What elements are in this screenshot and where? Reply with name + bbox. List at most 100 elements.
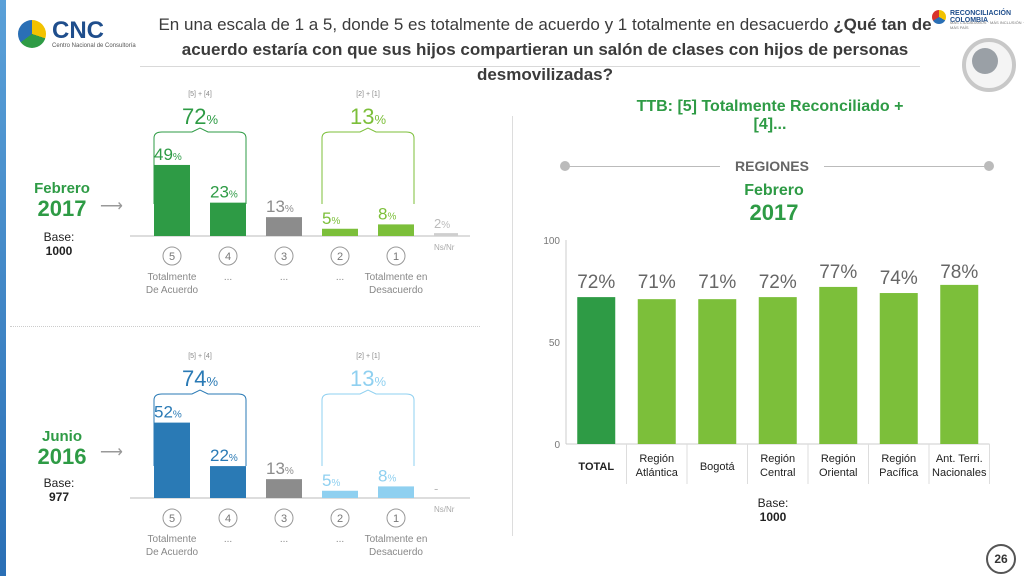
percent-sign: % bbox=[173, 410, 182, 421]
category-label: ... bbox=[280, 534, 288, 545]
bar bbox=[940, 284, 979, 444]
percent-sign: % bbox=[285, 204, 294, 215]
scale-number: 1 bbox=[393, 251, 399, 263]
reconciliation-seal-icon bbox=[962, 38, 1016, 92]
group-label: [2] + [1] bbox=[356, 91, 380, 98]
value-label: 5% bbox=[322, 471, 340, 490]
category-label: ... bbox=[280, 272, 288, 283]
value-label: 2% bbox=[434, 216, 450, 231]
group-value: 13% bbox=[350, 366, 386, 391]
category-label: Totalmente en bbox=[365, 534, 428, 545]
percent-sign: % bbox=[331, 216, 340, 227]
value-label: 74% bbox=[880, 268, 918, 289]
scale-number: Ns/Nr bbox=[434, 505, 455, 514]
period-feb-2017-regions: Febrero 2017 bbox=[722, 182, 826, 226]
value-label: 52% bbox=[154, 403, 182, 422]
group-bracket bbox=[321, 389, 415, 466]
regions-dot-right bbox=[984, 161, 994, 171]
percent-sign: % bbox=[374, 112, 386, 127]
scale-pin-icon bbox=[218, 508, 238, 528]
category-label: Región bbox=[639, 453, 674, 465]
value-label: 78% bbox=[940, 262, 978, 283]
category-label: Desacuerdo bbox=[369, 547, 423, 556]
percent-sign: % bbox=[441, 220, 450, 231]
vertical-divider bbox=[512, 116, 513, 536]
base-jun-2016: Base: 977 bbox=[24, 476, 94, 504]
category-label: De Acuerdo bbox=[146, 547, 199, 556]
base-feb-2017: Base: 1000 bbox=[24, 230, 94, 258]
percent-sign: % bbox=[229, 453, 238, 464]
bar bbox=[322, 228, 358, 236]
category-label: Bogotá bbox=[700, 461, 736, 473]
bar bbox=[154, 164, 190, 236]
accent-bar bbox=[0, 0, 6, 576]
page-title: En una escala de 1 a 5, donde 5 es total… bbox=[150, 12, 940, 87]
group-value: 72% bbox=[182, 104, 218, 129]
regions-dot-left bbox=[560, 161, 570, 171]
category-label: Región bbox=[760, 453, 795, 465]
scale-number: 1 bbox=[393, 513, 399, 525]
bar bbox=[210, 466, 246, 498]
bar bbox=[210, 202, 246, 236]
period-month: Febrero bbox=[34, 180, 90, 197]
value-label: 13% bbox=[266, 197, 294, 216]
reconciliacion-logo-icon bbox=[932, 10, 946, 24]
y-tick-label: 0 bbox=[554, 440, 560, 451]
category-label: ... bbox=[336, 272, 344, 283]
bar bbox=[758, 297, 797, 444]
cnc-logo-subtitle: Centro Nacional de Consultoría bbox=[52, 43, 136, 49]
scale-pin-icon bbox=[162, 246, 182, 266]
scale-number: 4 bbox=[225, 251, 231, 263]
group-value: 74% bbox=[182, 366, 218, 391]
ttb-title-text: TTB: [5] Totalmente Reconciliado + [4]..… bbox=[636, 98, 904, 133]
value-label: 8% bbox=[378, 466, 396, 485]
scale-number: 2 bbox=[337, 513, 343, 525]
percent-sign: % bbox=[387, 473, 396, 484]
scale-pin-icon bbox=[330, 508, 350, 528]
bar bbox=[577, 297, 616, 444]
group-label: [5] + [4] bbox=[188, 91, 212, 98]
reconciliacion-logo: RECONCILIACIÓN COLOMBIA bbox=[950, 10, 1012, 24]
value-label: 72% bbox=[577, 272, 615, 293]
base-label: Base: bbox=[43, 230, 75, 244]
cnc-logo-icon bbox=[18, 20, 46, 48]
scale-pin-icon bbox=[386, 246, 406, 266]
base-value: 1000 bbox=[759, 510, 787, 524]
value-label: 22% bbox=[210, 446, 238, 465]
group-label: [5] + [4] bbox=[188, 353, 212, 360]
scale-pin-icon bbox=[386, 508, 406, 528]
base-label: Base: bbox=[757, 496, 789, 510]
base-regions: Base: 1000 bbox=[728, 496, 818, 524]
category-label: ... bbox=[224, 272, 232, 283]
scale-pin-icon bbox=[274, 508, 294, 528]
scale-number: 2 bbox=[337, 251, 343, 263]
category-label: ... bbox=[336, 534, 344, 545]
group-bracket bbox=[153, 389, 247, 466]
bar bbox=[154, 422, 190, 498]
y-tick-label: 50 bbox=[549, 338, 561, 349]
base-label: Base: bbox=[43, 476, 75, 490]
value-label: 72% bbox=[759, 272, 797, 293]
scale-number: 3 bbox=[281, 251, 287, 263]
value-label: 8% bbox=[378, 204, 396, 223]
arrow-icon: ⟶ bbox=[100, 198, 123, 215]
bar bbox=[698, 299, 737, 444]
bar bbox=[879, 293, 918, 444]
group-label: [2] + [1] bbox=[356, 353, 380, 360]
value-label: 23% bbox=[210, 183, 238, 202]
distribution-chart-feb-2017: 49% 5 Totalmente De Acuerdo 23% 4... 13% 3... 5%… bbox=[130, 91, 470, 296]
section-divider bbox=[10, 326, 480, 327]
value-label: 71% bbox=[638, 272, 676, 293]
scale-number: Ns/Nr bbox=[434, 243, 455, 252]
bar bbox=[378, 486, 414, 498]
value-label: 13% bbox=[266, 459, 294, 478]
category-label: Nacionales bbox=[932, 467, 987, 479]
scale-pin-icon bbox=[330, 246, 350, 266]
category-label: TOTAL bbox=[578, 461, 614, 473]
period-month: Junio bbox=[42, 428, 82, 445]
reconciliacion-logo-subtitle: MÁS CIUDADANOS · MÁS INCLUSIÓN · MÁS PAÍ… bbox=[950, 20, 1024, 30]
value-label: - bbox=[434, 481, 438, 496]
seal-center-icon bbox=[972, 48, 998, 74]
group-bracket bbox=[153, 127, 247, 204]
scale-number: 3 bbox=[281, 513, 287, 525]
